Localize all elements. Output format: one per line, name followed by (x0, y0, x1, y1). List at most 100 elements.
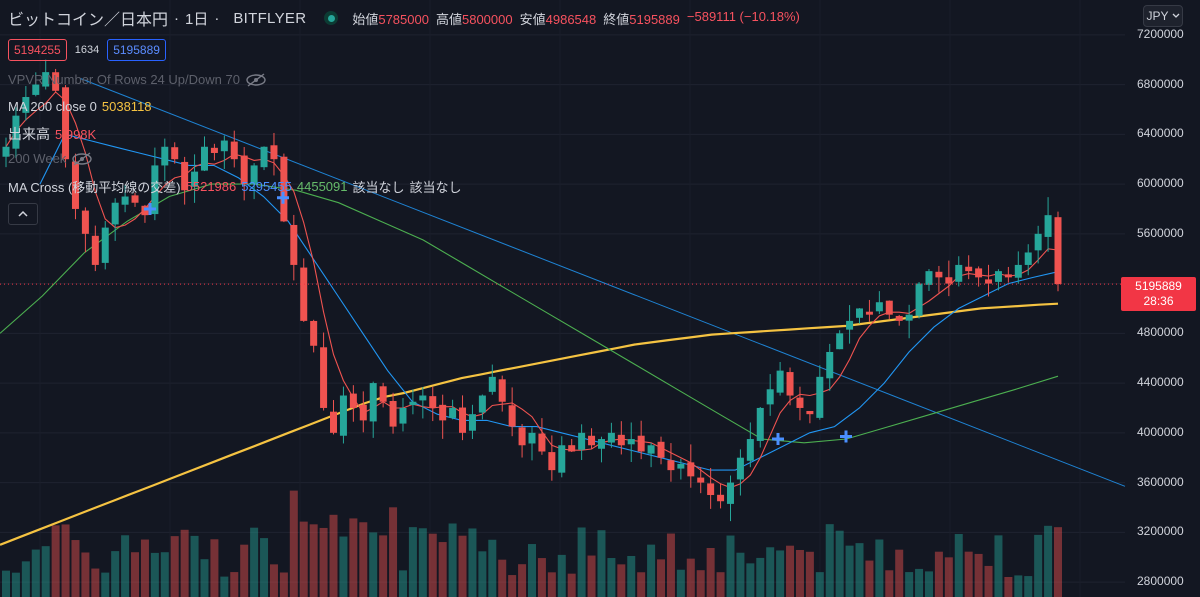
candle-body (717, 494, 725, 502)
eye-hidden-icon[interactable] (245, 72, 267, 87)
candle-body (578, 432, 586, 450)
volume-bar (627, 555, 636, 597)
candle-body (91, 235, 99, 265)
volume-bar (2, 570, 10, 597)
candle-body (81, 210, 89, 234)
volume-bar (41, 546, 50, 597)
volume-label: 出来高 (8, 126, 50, 142)
volume-bar (150, 552, 159, 597)
volume-bar (984, 565, 993, 597)
volume-bar (974, 553, 983, 597)
volume-bar (587, 555, 596, 597)
volume-bar (676, 569, 685, 597)
volume-bar (250, 527, 259, 597)
countdown-value: 28:36 (1143, 294, 1174, 308)
candle-body (826, 351, 834, 379)
candle-body (756, 407, 764, 441)
open-value: 5785000 (378, 11, 429, 27)
candle-body (597, 439, 605, 449)
volume-bar (766, 547, 775, 597)
candle-body (548, 452, 556, 471)
volume-bar (240, 544, 249, 597)
volume-bar (577, 527, 586, 597)
legend-200week[interactable]: 200 Week (8, 151, 93, 166)
candle-body (22, 97, 30, 113)
candle-body (32, 84, 40, 95)
volume-bar (111, 551, 120, 597)
volume-bar (279, 572, 288, 597)
volume-bar (647, 544, 656, 597)
volume-bar (845, 545, 854, 597)
macross-na-2: 該当なし (409, 180, 462, 195)
candle-body (439, 404, 447, 421)
candle-body (131, 195, 139, 203)
symbol-name[interactable]: ビットコイン／日本円 (8, 12, 169, 29)
volume-bar (398, 570, 407, 597)
candle-body (627, 439, 635, 445)
close-label: 終値 (603, 11, 630, 27)
candle-body (200, 146, 208, 171)
volume-bar (825, 524, 834, 597)
candle-body (915, 283, 923, 316)
candle-body (955, 264, 963, 282)
candle-body (52, 72, 60, 91)
candle-body (161, 146, 169, 166)
volume-bar (11, 572, 20, 597)
candle-body (320, 347, 328, 408)
candle-body (846, 320, 854, 330)
legend-ma200[interactable]: MA 200 close 0 5038118 (8, 99, 152, 114)
candle-body (836, 333, 844, 350)
volume-bar (895, 549, 904, 597)
separator: · (214, 9, 220, 27)
candle-body (429, 396, 437, 408)
ma-slow-line (0, 183, 1059, 444)
candle-body (776, 370, 784, 393)
volume-bar (269, 564, 278, 597)
volume-bar (359, 522, 368, 597)
volume-bar (140, 539, 149, 597)
candle-body (538, 433, 546, 452)
price-tick-label: 6800000 (1137, 76, 1184, 91)
macross-value-3: 4455091 (296, 179, 348, 194)
volume-bar (220, 576, 229, 597)
volume-bar (349, 518, 358, 597)
volume-bar (607, 558, 616, 597)
sell-price-button[interactable]: 5194255 (8, 39, 67, 61)
legend-vpvr[interactable]: VPVR Number Of Rows 24 Up/Down 70 (8, 72, 267, 87)
legend-macross[interactable]: MA Cross (移動平均線の交差) 5521986 5295455 4455… (8, 177, 462, 196)
candle-body (816, 376, 824, 418)
eye-hidden-icon[interactable] (71, 151, 93, 166)
volume-bar (855, 543, 864, 597)
ma200-label: MA 200 close 0 (8, 99, 97, 114)
volume-bar (885, 570, 894, 597)
interval-label[interactable]: 1日 (185, 10, 209, 28)
candle-body (856, 308, 864, 318)
volume-bar (309, 524, 318, 597)
price-tick-label: 6000000 (1137, 176, 1184, 191)
volume-bar (210, 539, 219, 597)
currency-selector[interactable]: JPY (1143, 5, 1183, 27)
low-label: 安値 (519, 11, 546, 27)
volume-bar (408, 527, 417, 597)
candle-body (975, 268, 983, 278)
candle-body (965, 266, 973, 272)
vpvr-label: VPVR Number Of Rows 24 Up/Down 70 (8, 72, 240, 87)
currency-label: JPY (1146, 9, 1169, 23)
candle-body (379, 386, 387, 402)
macross-value-1: 5521986 (185, 179, 237, 194)
candle-body (657, 441, 665, 458)
candle-body (508, 405, 516, 427)
volume-bar (91, 568, 100, 597)
candle-body (171, 147, 179, 160)
exchange-label: BITFLYER (233, 9, 307, 27)
collapse-legend-button[interactable] (8, 203, 38, 225)
buy-price-button[interactable]: 5195889 (107, 39, 166, 61)
volume-bar (597, 530, 606, 597)
candle-body (766, 389, 774, 405)
chevron-up-icon (18, 210, 28, 217)
candle-body (746, 439, 754, 461)
legend-volume[interactable]: 出来高 5.998K (8, 124, 96, 144)
candle-body (290, 224, 298, 265)
price-tick-label: 4000000 (1137, 424, 1184, 439)
